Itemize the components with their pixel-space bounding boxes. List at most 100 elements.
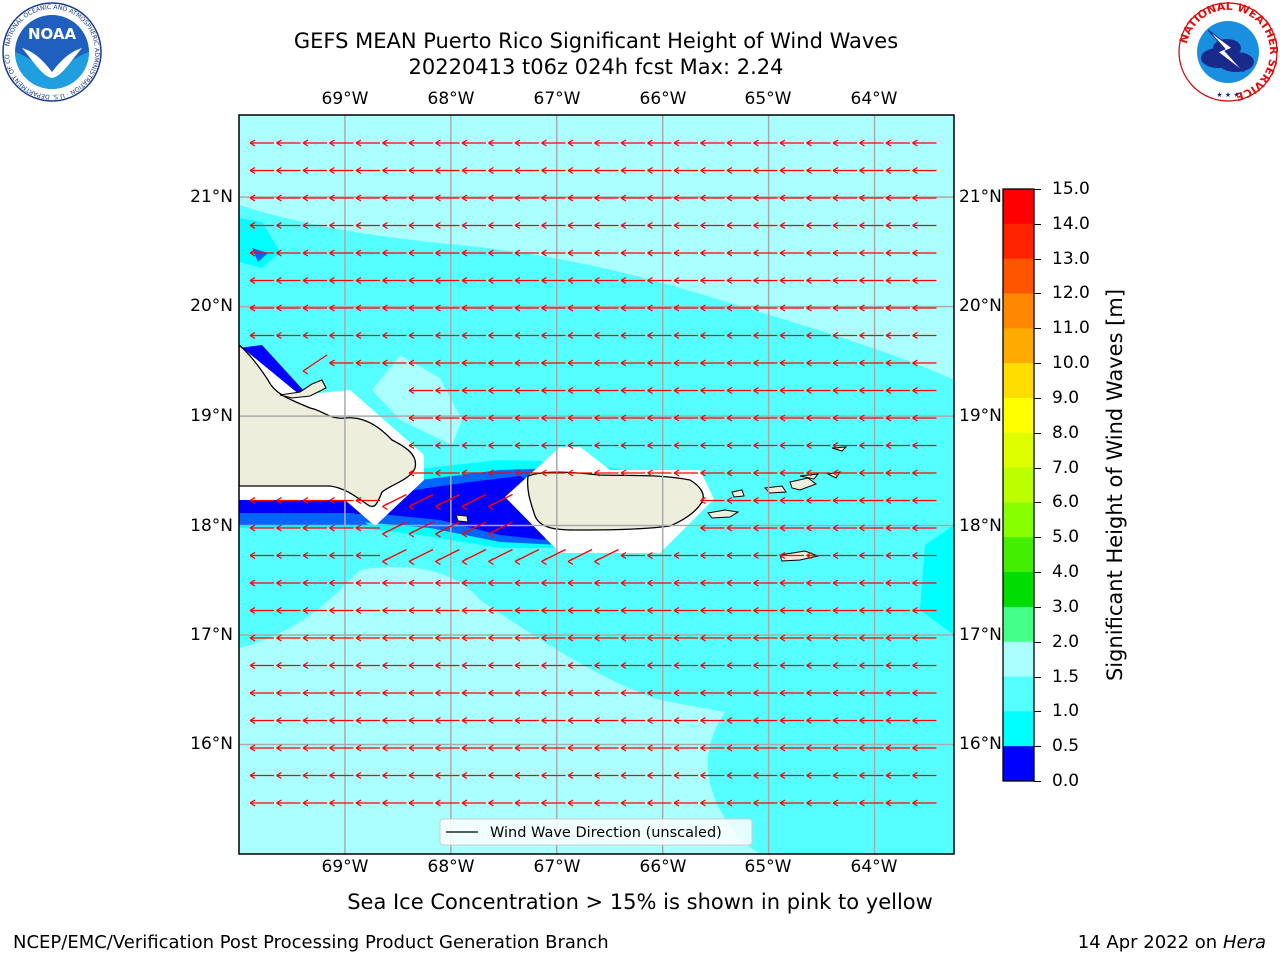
wave-direction-arrow (859, 689, 884, 697)
wave-direction-arrow (276, 551, 301, 560)
wave-direction-arrow (514, 139, 539, 147)
wave-direction-arrow (435, 166, 460, 175)
wave-direction-arrow (514, 716, 539, 725)
colorbar-cell (1003, 641, 1034, 678)
wave-direction-arrow (726, 249, 751, 257)
wave-direction-arrow (514, 249, 539, 257)
wave-direction-arrow (514, 276, 539, 285)
colorbar-cell (1003, 432, 1034, 469)
wave-direction-arrow (541, 166, 566, 175)
wave-direction-arrow (276, 221, 301, 230)
wave-direction-arrow (594, 634, 619, 642)
wave-direction-arrow (302, 249, 327, 257)
wave-direction-arrow (620, 276, 645, 285)
wave-direction-arrow (859, 139, 884, 147)
wave-direction-arrow (859, 551, 884, 560)
wave-direction-arrow (355, 166, 380, 175)
wave-direction-arrow (514, 771, 539, 780)
wave-direction-arrow (594, 331, 619, 340)
wave-direction-arrow (726, 771, 751, 780)
lat-label-left-2: 18°N (190, 516, 233, 536)
wave-direction-arrow (912, 744, 937, 752)
wave-direction-arrow (435, 139, 460, 147)
wave-direction-arrow (859, 221, 884, 230)
wave-direction-arrow (461, 521, 487, 538)
wave-direction-arrow (885, 634, 910, 642)
wave-direction-arrow (779, 139, 804, 147)
sea-ice-caption: Sea Ice Concentration > 15% is shown in … (347, 890, 933, 914)
wave-direction-arrow (249, 771, 274, 780)
wave-direction-arrow (355, 331, 380, 340)
wave-direction-arrow (382, 331, 407, 340)
wave-direction-arrow (885, 386, 910, 395)
wave-direction-arrow (488, 634, 513, 642)
wave-direction-arrow (329, 331, 354, 340)
wave-direction-arrow (726, 304, 751, 312)
nws-logo-icon: NATIONAL WEATHER SERVICE ★ ★ ★ (1178, 2, 1278, 102)
wave-direction-arrow (726, 221, 751, 230)
map-frame (238, 114, 955, 855)
wave-direction-arrow (541, 606, 566, 615)
wave-direction-arrow (912, 441, 937, 450)
colorbar-cell (1003, 397, 1034, 434)
wave-direction-arrow (700, 771, 725, 780)
wave-direction-arrow (753, 771, 778, 780)
colorbar-cell (1003, 606, 1034, 643)
wave-direction-arrow (832, 661, 857, 670)
wave-direction-arrow (408, 139, 433, 147)
wave-direction-arrow (249, 139, 274, 147)
wave-direction-arrow (726, 524, 751, 532)
wave-direction-arrow (620, 689, 645, 697)
channel-blue-strip (239, 513, 368, 525)
wave-direction-arrow (435, 194, 460, 202)
colorbar-tick-mark (1034, 676, 1041, 678)
wave-direction-arrow (779, 249, 804, 257)
wave-direction-arrow (435, 799, 460, 807)
wave-direction-arrow (753, 304, 778, 312)
colorbar-cells (1003, 189, 1034, 782)
wave-direction-arrow (249, 249, 274, 257)
wave-direction-arrow (382, 276, 407, 285)
wave-direction-arrow (859, 716, 884, 725)
wave-direction-arrow (382, 744, 407, 752)
wave-direction-arrow (488, 661, 513, 670)
wave-direction-arrow (541, 548, 566, 566)
colorbar-tick-mark (1034, 432, 1041, 434)
wave-direction-arrow (779, 579, 804, 587)
wave-direction-arrow (488, 744, 513, 752)
lon-label-bottom-0: 69°W (321, 857, 369, 877)
colorbar-tick-mark (1034, 537, 1041, 539)
colorbar-cell (1003, 293, 1034, 329)
wave-direction-arrow (726, 689, 751, 697)
colorbar-tick-label: 12.0 (1052, 283, 1090, 304)
wave-direction-arrow (594, 276, 619, 285)
lon-label-top-0: 69°W (321, 89, 369, 109)
wave-direction-arrow (249, 276, 274, 285)
wave-direction-arrow (329, 359, 354, 367)
wave-direction-arrow (700, 634, 725, 642)
wave-direction-arrow (408, 441, 433, 450)
wave-direction-arrow (461, 386, 486, 395)
wave-direction-arrow (567, 548, 593, 566)
wave-direction-arrow (859, 744, 884, 752)
wave-direction-arrow (779, 799, 804, 807)
wave-direction-arrow (355, 304, 380, 312)
wave-direction-arrow (912, 524, 937, 532)
wave-direction-arrow (461, 441, 486, 450)
wave-direction-arrow (753, 359, 778, 367)
wave-direction-arrow (302, 744, 327, 752)
wave-direction-arrow (276, 799, 301, 807)
wave-direction-arrow (276, 331, 301, 340)
wave-direction-arrow (461, 716, 486, 725)
wave-direction-arrow (408, 304, 433, 312)
wave-direction-arrow (541, 689, 566, 697)
wave-direction-arrow (647, 551, 672, 560)
wave-direction-arrow (806, 524, 831, 532)
wave-direction-arrow (567, 661, 592, 670)
wave-direction-arrow (832, 606, 857, 615)
noaa-logo-icon: NATIONAL OCEANIC AND ATMOSPHERIC ADMINIS… (2, 2, 102, 102)
wave-direction-arrow (541, 716, 566, 725)
wave-direction-arrow (461, 359, 486, 367)
wave-direction-arrow (567, 579, 592, 587)
wave-direction-arrow (806, 744, 831, 752)
